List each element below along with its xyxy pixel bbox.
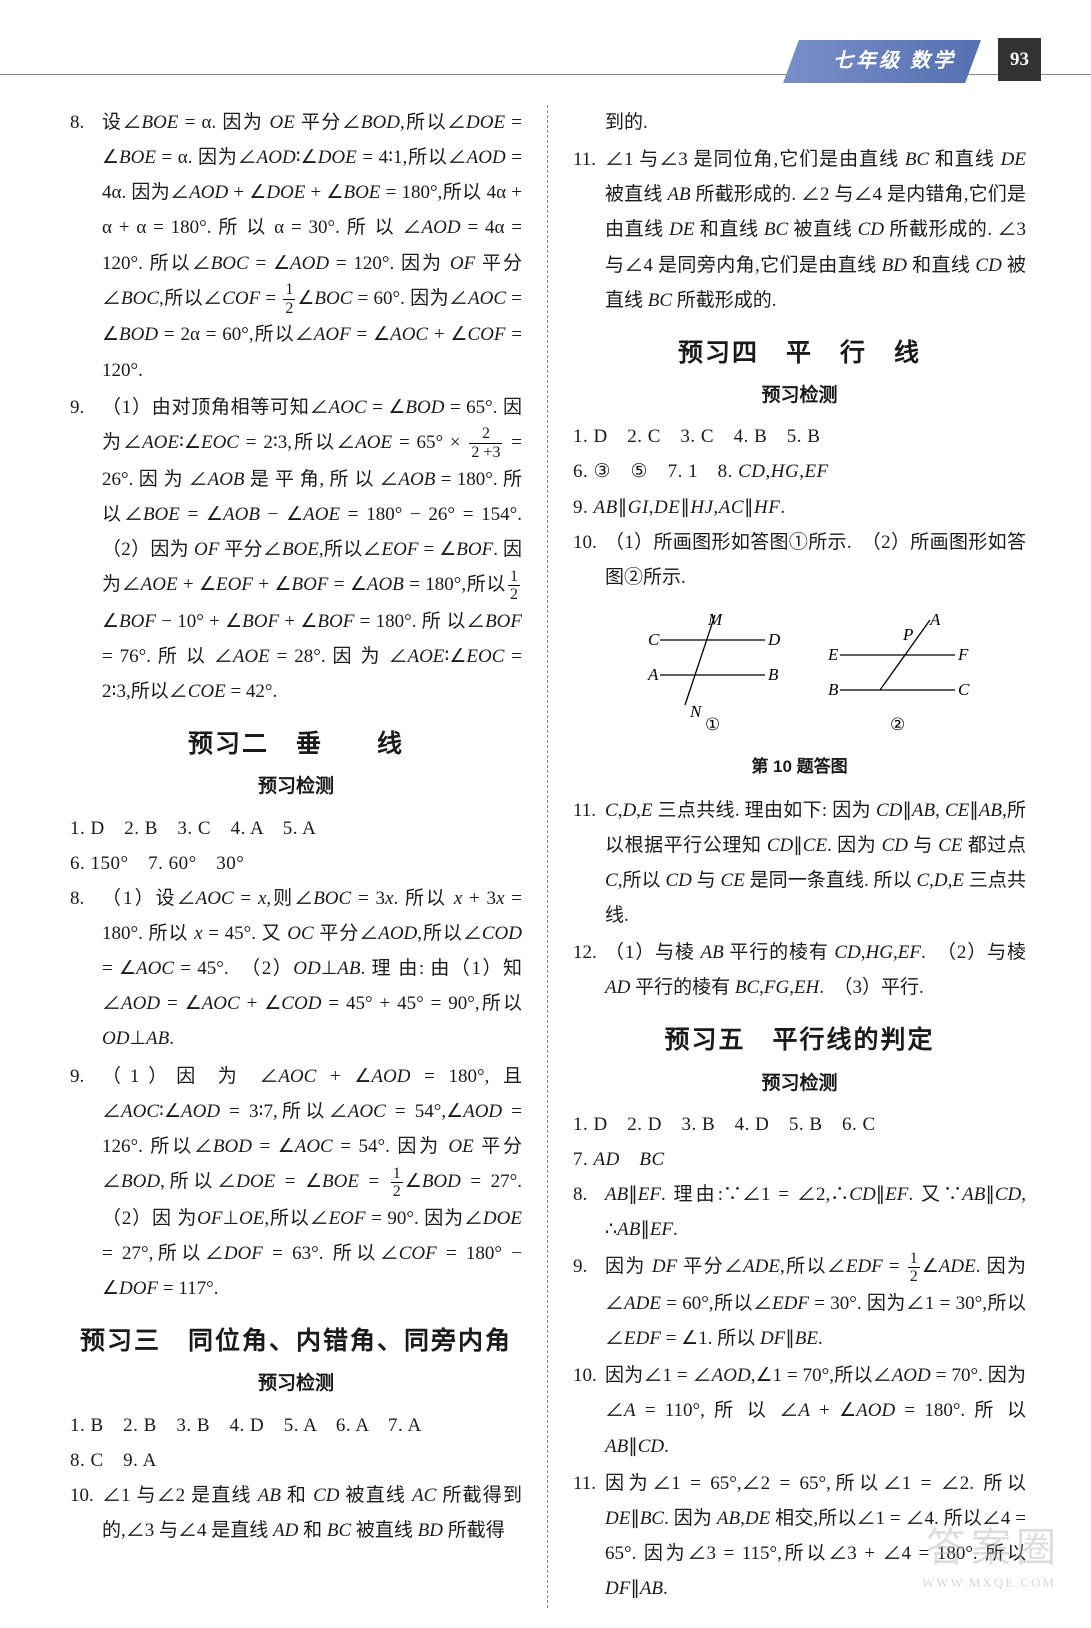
sec5-sub: 预习检测 xyxy=(573,1066,1026,1101)
q9-body: （1）由对顶角相等可知∠AOC = ∠BOD = 65°. 因为∠AOE∶∠EO… xyxy=(102,390,522,709)
sec4-q11: C,D,E 三点共线. 理由如下: 因为 CD∥AB, CE∥AB,所以根据平行… xyxy=(605,793,1026,934)
answer-diagram-svg: C M D A B N ① A P E F B C xyxy=(610,605,990,735)
sec4-a3: 9. AB∥GI,DE∥HJ,AC∥HF. xyxy=(573,490,1026,525)
qnum: 8. xyxy=(70,881,102,1057)
svg-text:N: N xyxy=(689,702,703,721)
svg-text:C: C xyxy=(648,630,660,649)
svg-text:B: B xyxy=(828,680,839,699)
sec2-title: 预习二 垂 线 xyxy=(70,721,522,767)
svg-text:①: ① xyxy=(705,715,720,734)
diagram-caption: 第 10 题答图 xyxy=(573,751,1026,782)
sec5-a2: 7. AD BC xyxy=(573,1142,1026,1177)
qnum: 8. xyxy=(573,1177,605,1247)
cont10: 到的. xyxy=(605,105,1026,140)
sec5-title: 预习五 平行线的判定 xyxy=(573,1017,1026,1063)
qnum: 12. xyxy=(573,935,605,1005)
qnum: 10. xyxy=(70,1478,102,1548)
sec3-a1: 1. B 2. B 3. B 4. D 5. A 6. A 7. A xyxy=(70,1408,522,1443)
q8-body: 设∠BOE = α. 因为 OE 平分∠BOD,所以∠DOE = ∠BOE = … xyxy=(102,105,522,388)
right-column: 到的. 11.∠1 与∠3 是同位角,它们是由直线 BC 和直线 DE 被直线 … xyxy=(548,105,1041,1608)
watermark-sub: WWW.MXQE.COM xyxy=(922,1571,1056,1595)
header-subject: 七年级 数学 xyxy=(783,40,981,83)
qnum: 9. xyxy=(573,1249,605,1356)
qnum: 8. xyxy=(70,105,102,388)
sec4-q10: （1）所画图形如答图①所示. （2）所画图形如答图②所示. xyxy=(605,525,1026,595)
sec4-sub: 预习检测 xyxy=(573,378,1026,413)
svg-text:M: M xyxy=(707,610,723,629)
sec4-a2: 6. ③ ⑤ 7. 1 8. CD,HG,EF xyxy=(573,454,1026,489)
qnum: 11. xyxy=(573,142,605,318)
left-column: 8.设∠BOE = α. 因为 OE 平分∠BOD,所以∠DOE = ∠BOE … xyxy=(55,105,548,1608)
qnum: 10. xyxy=(573,1358,605,1463)
sec3-q10: ∠1 与∠2 是直线 AB 和 CD 被直线 AC 所截得到的,∠3 与∠4 是… xyxy=(102,1478,522,1548)
svg-text:C: C xyxy=(958,680,970,699)
sec3-title: 预习三 同位角、内错角、同旁内角 xyxy=(70,1318,522,1364)
sec5-q10: 因为∠1 = ∠AOD,∠1 = 70°,所以∠AOD = 70°. 因为∠A … xyxy=(605,1358,1026,1463)
sec3-sub: 预习检测 xyxy=(70,1366,522,1401)
qnum: 9. xyxy=(70,390,102,709)
sec2-a2: 6. 150° 7. 60° 30° xyxy=(70,846,522,881)
qnum xyxy=(573,105,605,140)
svg-text:P: P xyxy=(902,625,913,644)
sec3-a2: 8. C 9. A xyxy=(70,1443,522,1478)
diagram: C M D A B N ① A P E F B C xyxy=(573,605,1026,783)
qnum: 9. xyxy=(70,1059,102,1307)
svg-text:②: ② xyxy=(890,715,905,734)
qnum: 11. xyxy=(573,1466,605,1607)
sec4-title: 预习四 平 行 线 xyxy=(573,330,1026,376)
sec5-q9: 因为 DF 平分∠ADE,所以∠EDF = 12∠ADE. 因为∠ADE = 6… xyxy=(605,1249,1026,1356)
svg-text:A: A xyxy=(929,610,941,629)
qnum: 11. xyxy=(573,793,605,934)
page-number: 93 xyxy=(998,38,1041,81)
sec5-a1: 1. D 2. D 3. B 4. D 5. B 6. C xyxy=(573,1107,1026,1142)
sec4-a1: 1. D 2. C 3. C 4. B 5. B xyxy=(573,419,1026,454)
sec2-q9: （1）因 为 ∠AOC + ∠AOD = 180°, 且 ∠AOC∶∠AOD =… xyxy=(102,1059,522,1307)
svg-text:B: B xyxy=(768,665,779,684)
qnum: 10. xyxy=(573,525,605,595)
sec2-a1: 1. D 2. B 3. C 4. A 5. A xyxy=(70,811,522,846)
svg-text:A: A xyxy=(647,665,659,684)
svg-text:F: F xyxy=(957,645,969,664)
q11: ∠1 与∠3 是同位角,它们是由直线 BC 和直线 DE 被直线 AB 所截形成… xyxy=(605,142,1026,318)
svg-text:E: E xyxy=(827,645,839,664)
sec2-sub: 预习检测 xyxy=(70,769,522,804)
sec4-q12: （1）与棱 AB 平行的棱有 CD,HG,EF. （2）与棱 AD 平行的棱有 … xyxy=(605,935,1026,1005)
svg-text:D: D xyxy=(767,630,781,649)
sec2-q8: （1）设∠AOC = x,则∠BOC = 3x. 所以 x + 3x = 180… xyxy=(102,881,522,1057)
sec5-q8: AB∥EF. 理由:∵∠1 = ∠2,∴CD∥EF. 又∵AB∥CD, ∴AB∥… xyxy=(605,1177,1026,1247)
